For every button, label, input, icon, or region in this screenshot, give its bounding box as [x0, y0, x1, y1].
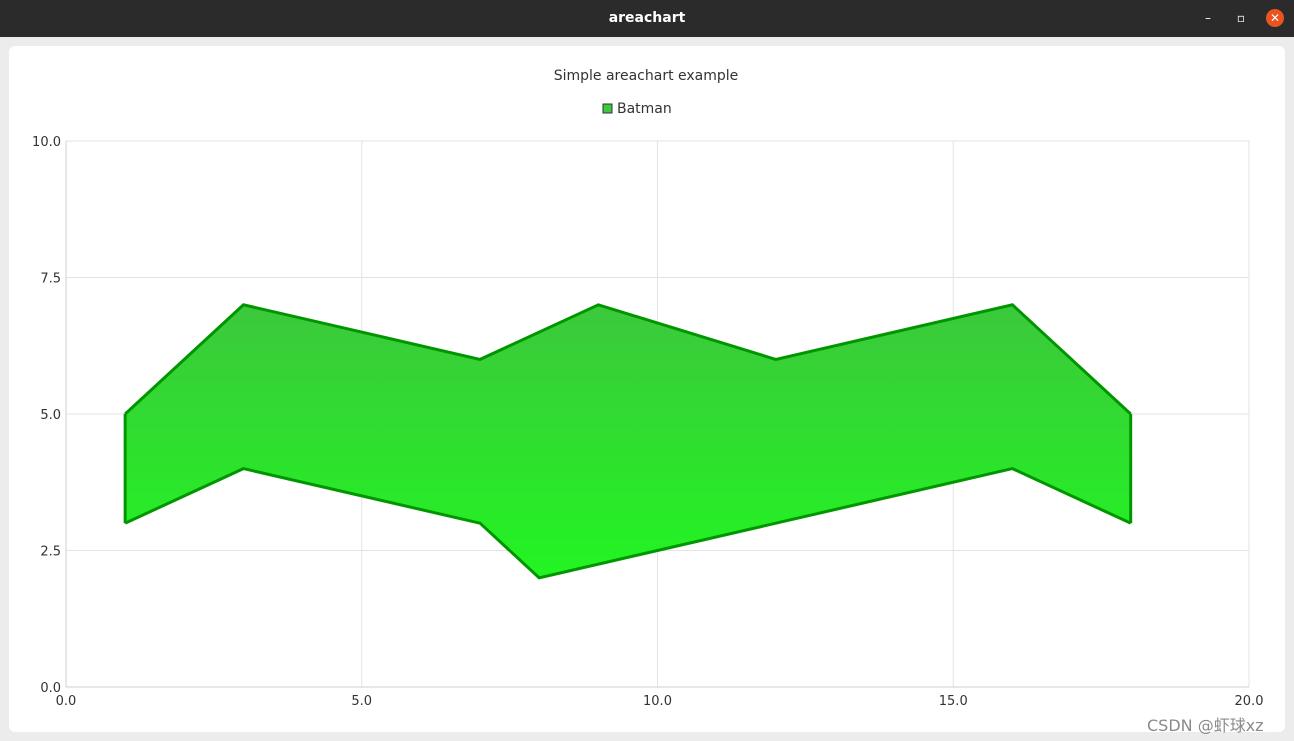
x-tick-label: 20.0: [1235, 694, 1264, 709]
y-tick-label: 0.0: [40, 681, 61, 696]
x-tick-label: 5.0: [351, 694, 372, 709]
close-icon[interactable]: ✕: [1266, 9, 1284, 27]
chart-legend: Batman: [602, 101, 672, 117]
legend-swatch: [602, 103, 613, 114]
area-chart: Simple areachart example Batman 0.0 5.0 10…: [32, 68, 1263, 709]
x-tick-label: 15.0: [939, 694, 968, 709]
watermark: CSDN @虾球xz: [1147, 716, 1264, 735]
area-fill: [125, 304, 1131, 578]
chart-panel: Simple areachart example Batman 0.0 5.0 10…: [9, 46, 1285, 732]
y-tick-label: 10.0: [32, 135, 61, 150]
minimize-icon[interactable]: –: [1205, 11, 1211, 25]
chart-title: Simple areachart example: [554, 68, 739, 84]
y-tick-label: 2.5: [40, 545, 61, 560]
maximize-icon[interactable]: ▫: [1236, 11, 1246, 25]
chart-axes: 0.0 5.0 10.0 15.0 20.0 0.0 2.5 5.0 7.5 10.0: [32, 135, 1263, 709]
y-tick-label: 7.5: [40, 272, 61, 287]
legend-label: Batman: [617, 101, 672, 117]
x-tick-label: 0.0: [56, 694, 77, 709]
x-tick-label: 10.0: [643, 694, 672, 709]
window-title: areachart: [608, 10, 686, 26]
upper-series-line: [124, 303, 1132, 416]
lower-series-line: [124, 467, 1132, 580]
chart-series: [123, 303, 1133, 580]
window-titlebar: areachart – ▫ ✕: [0, 0, 1294, 37]
y-tick-label: 5.0: [40, 408, 61, 423]
